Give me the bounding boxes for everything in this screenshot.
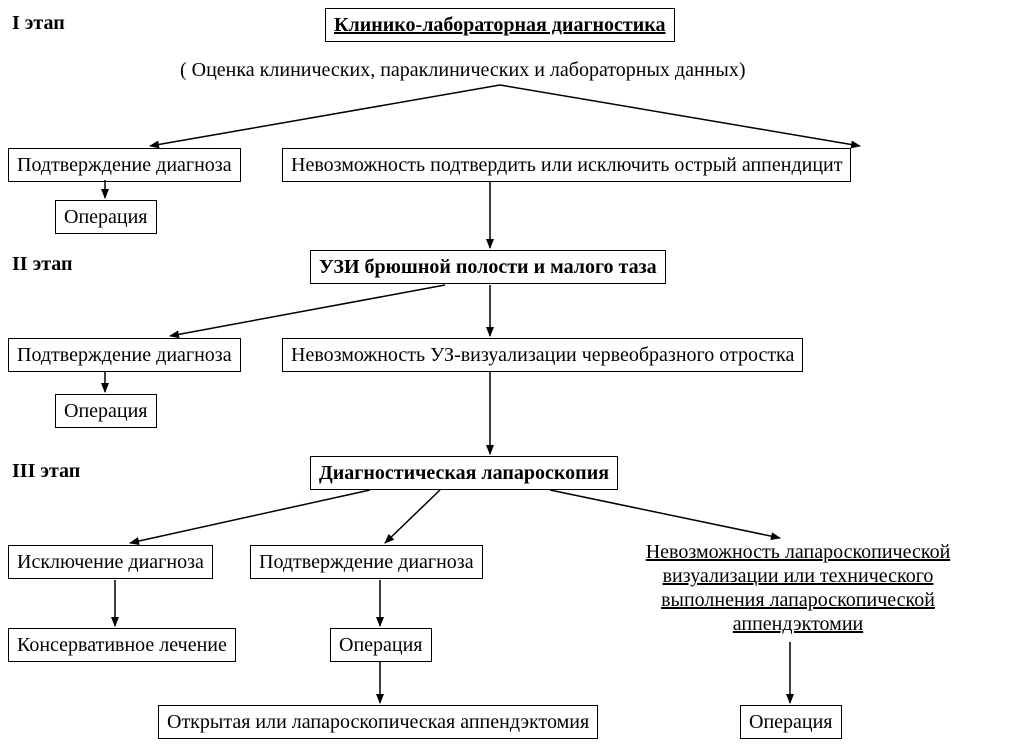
stage1-subtitle: ( Оценка клинических, параклинических и …: [180, 58, 745, 82]
stage3-operation: Операция: [330, 628, 432, 662]
stage1-cannot: Невозможность подтвердить или исключить …: [282, 148, 851, 182]
stage3-cannot-line1: Невозможность лапароскопической: [646, 541, 951, 563]
stage3-cannot-line3: выполнения лапароскопической: [661, 589, 935, 611]
stage3-cannot-line2: визуализации или технического: [663, 565, 934, 587]
stage-2-label: II этап: [12, 253, 73, 276]
stage-3-label: III этап: [12, 460, 80, 483]
stage3-conservative: Консервативное лечение: [8, 628, 236, 662]
stage-1-label: I этап: [12, 12, 65, 35]
stage2-cannot: Невозможность УЗ-визуализации червеобраз…: [282, 338, 803, 372]
open-laparoscopic-appendectomy: Открытая или лапароскопическая аппендэкт…: [158, 705, 598, 739]
stage3-title: Диагностическая лапароскопия: [310, 456, 618, 490]
stage1-confirm: Подтверждение диагноза: [8, 148, 241, 182]
stage1-title: Клинико-лабораторная диагностика: [325, 8, 675, 42]
stage2-operation: Операция: [55, 394, 157, 428]
stage3-cannot: Невозможность лапароскопической визуализ…: [598, 540, 998, 636]
stage2-confirm: Подтверждение диагноза: [8, 338, 241, 372]
stage3-operation-right: Операция: [740, 705, 842, 739]
stage3-cannot-line4: аппендэктомии: [733, 613, 863, 635]
stage3-exclude: Исключение диагноза: [8, 545, 213, 579]
stage3-confirm: Подтверждение диагноза: [250, 545, 483, 579]
stage1-operation: Операция: [55, 200, 157, 234]
stage2-title: УЗИ брюшной полости и малого таза: [310, 250, 666, 284]
flowchart-canvas: I этап II этап III этап Клинико-лаборато…: [0, 0, 1024, 754]
